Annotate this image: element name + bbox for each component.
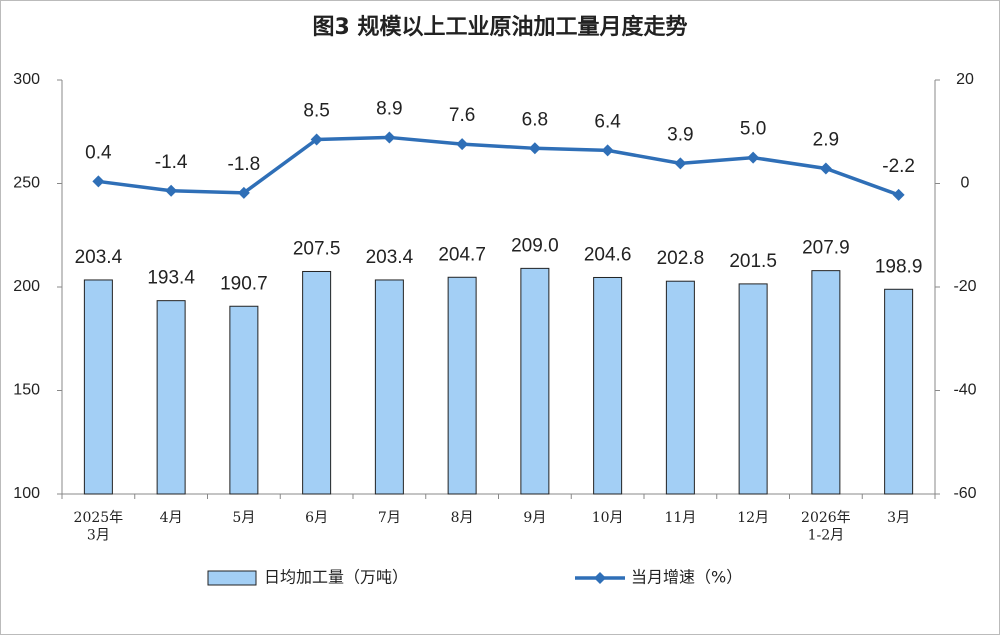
line-value-label: 6.8 xyxy=(522,109,548,130)
line-value-label: -2.2 xyxy=(882,156,915,177)
bar-value-label: 204.7 xyxy=(438,244,486,265)
line-marker xyxy=(310,133,323,146)
line-marker xyxy=(819,162,832,175)
chart-title: 图3 规模以上工业原油加工量月度走势 xyxy=(313,14,688,40)
line-marker xyxy=(528,142,541,155)
legend-label: 日均加工量（万吨） xyxy=(264,568,408,587)
line-marker xyxy=(237,186,250,199)
bar xyxy=(520,267,550,495)
bar xyxy=(738,283,768,495)
line-marker xyxy=(892,188,905,201)
y2-tick-label: -40 xyxy=(953,382,976,399)
y2-tick-label: 0 xyxy=(961,175,970,192)
y-tick-label: 200 xyxy=(13,278,40,295)
bar-value-label: 207.5 xyxy=(293,238,341,259)
bar-value-label: 190.7 xyxy=(220,273,268,294)
bar xyxy=(83,279,113,495)
bar xyxy=(593,276,623,495)
bar-value-label: 203.4 xyxy=(75,247,123,268)
x-tick-label: 7月 xyxy=(378,510,401,526)
bar xyxy=(665,280,695,495)
bar-value-label: 207.9 xyxy=(802,238,850,259)
y-tick-label: 250 xyxy=(13,175,40,192)
bar xyxy=(302,270,332,495)
x-tick-label: 4月 xyxy=(160,510,183,526)
y-tick-label: 300 xyxy=(13,71,40,88)
line-value-label: -1.4 xyxy=(155,152,188,173)
x-tick-label: 11月 xyxy=(664,510,696,526)
y2-tick-label: -60 xyxy=(953,485,976,502)
bar xyxy=(447,276,477,495)
legend-swatch xyxy=(207,570,257,586)
line-marker xyxy=(747,151,760,164)
bar-value-label: 209.0 xyxy=(511,235,559,256)
line-value-label: -1.8 xyxy=(228,154,261,175)
line-marker xyxy=(601,144,614,157)
x-tick-label: 12月 xyxy=(737,510,769,526)
legend-marker xyxy=(594,572,606,584)
bar xyxy=(884,288,914,495)
bar xyxy=(229,305,259,495)
bar xyxy=(811,270,841,495)
bar xyxy=(156,300,186,495)
line-value-label: 5.0 xyxy=(740,119,766,140)
x-tick-label: 3月 xyxy=(887,510,910,526)
x-tick-label: 9月 xyxy=(523,510,546,526)
bar-value-label: 204.6 xyxy=(584,244,632,265)
line-value-label: 8.9 xyxy=(376,98,402,119)
x-tick-label: 5月 xyxy=(232,510,255,526)
bar-value-label: 193.4 xyxy=(147,268,195,289)
x-tick-label: 2025年 3月 xyxy=(74,510,124,544)
x-tick-label: 8月 xyxy=(451,510,474,526)
line-marker xyxy=(165,184,178,197)
line-value-label: 0.4 xyxy=(85,142,112,163)
line-marker xyxy=(383,131,396,144)
y-tick-label: 100 xyxy=(13,485,40,502)
line-value-label: 2.9 xyxy=(813,130,839,151)
legend-label: 当月增速（%） xyxy=(631,568,742,587)
x-tick-label: 10月 xyxy=(592,510,624,526)
y2-tick-label: -20 xyxy=(953,278,976,295)
x-tick-label: 6月 xyxy=(305,510,328,526)
line-value-label: 6.4 xyxy=(594,111,621,132)
bar-value-label: 201.5 xyxy=(729,251,777,272)
bar-value-label: 203.4 xyxy=(366,247,414,268)
line-value-label: 8.5 xyxy=(303,101,329,122)
line xyxy=(98,135,900,197)
x-tick-label: 2026年 1-2月 xyxy=(801,510,851,544)
y2-tick-label: 20 xyxy=(956,71,974,88)
line-marker xyxy=(456,138,469,151)
bar-value-label: 198.9 xyxy=(875,256,923,277)
line-value-label: 3.9 xyxy=(667,124,693,145)
bar-value-label: 202.8 xyxy=(657,248,705,269)
line-marker xyxy=(92,175,105,188)
y-tick-label: 150 xyxy=(13,382,40,399)
bar xyxy=(374,279,404,495)
line-marker xyxy=(674,157,687,170)
line-value-label: 7.6 xyxy=(449,105,475,126)
